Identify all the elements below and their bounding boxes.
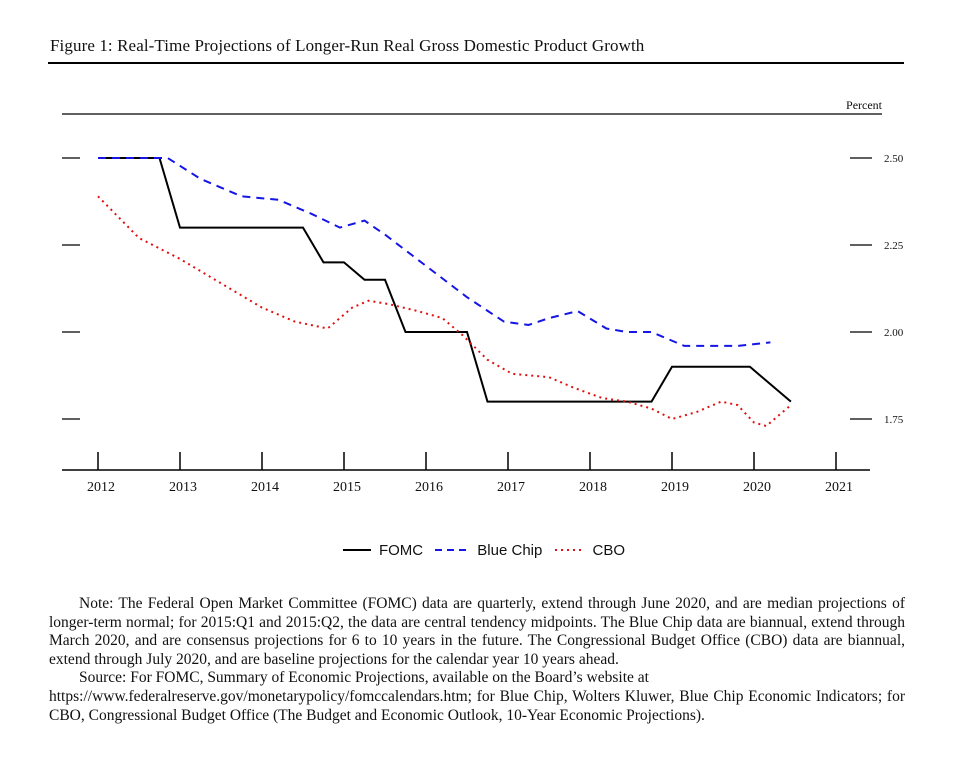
x-tick-label: 2012: [87, 480, 115, 495]
figure-title: Figure 1: Real-Time Projections of Longe…: [50, 36, 645, 55]
note-paragraph: Note: The Federal Open Market Committee …: [49, 595, 905, 668]
source-details: https://www.federalreserve.gov/monetaryp…: [49, 687, 905, 724]
figure-notes: Note: The Federal Open Market Committee …: [49, 595, 905, 725]
series-line-cbo: [97, 195, 792, 428]
source-text: Source: For FOMC, Summary of Economic Pr…: [79, 669, 649, 687]
legend-swatch-solid: [342, 549, 371, 551]
legend-item-cbo: CBO: [554, 541, 626, 559]
line-chart: Percent 2.502.252.001.75 2012 2013 2014 201…: [62, 98, 904, 495]
x-tick-label: 2013: [169, 480, 197, 495]
y-axis-ticks: 2.50 2.25 2.00 1.75: [62, 153, 904, 426]
x-tick-label: 2018: [579, 480, 607, 495]
legend-label: CBO: [592, 541, 626, 559]
series-lines: [97, 157, 792, 428]
title-rule: [48, 62, 904, 64]
x-tick-label: 2015: [333, 480, 361, 495]
y-axis-unit-label: Percent: [846, 98, 883, 112]
x-tick-label: 2021: [825, 480, 853, 495]
legend-swatch-dashed: [435, 549, 470, 551]
x-tick-label: 2017: [497, 480, 525, 495]
x-axis-ticks: 2012 2013 2014 2015 2016 2017 2018 2019 2020 2021: [87, 452, 853, 495]
x-tick-label: 2019: [661, 480, 689, 495]
x-tick-label: 2014: [251, 480, 279, 495]
legend-item-blue-chip: Blue Chip: [435, 542, 542, 559]
legend-label: FOMC: [378, 541, 424, 559]
series-line-fomc: [98, 157, 792, 403]
source-paragraph: Source: For FOMC, Summary of Economic Pr…: [49, 669, 905, 725]
legend-label: Blue Chip: [477, 541, 543, 559]
x-tick-label: 2020: [743, 480, 771, 495]
y-tick-label: 2.00: [884, 327, 904, 339]
legend-item-fomc: FOMC: [342, 541, 424, 559]
legend: FOMC Blue Chip CBO: [0, 540, 968, 559]
y-tick-label: 2.25: [884, 240, 904, 252]
legend-swatch-dotted: [554, 549, 585, 551]
series-line-blue-chip: [98, 157, 771, 347]
y-tick-label: 1.75: [884, 414, 904, 426]
y-tick-label: 2.50: [884, 153, 904, 165]
x-tick-label: 2016: [415, 480, 443, 495]
